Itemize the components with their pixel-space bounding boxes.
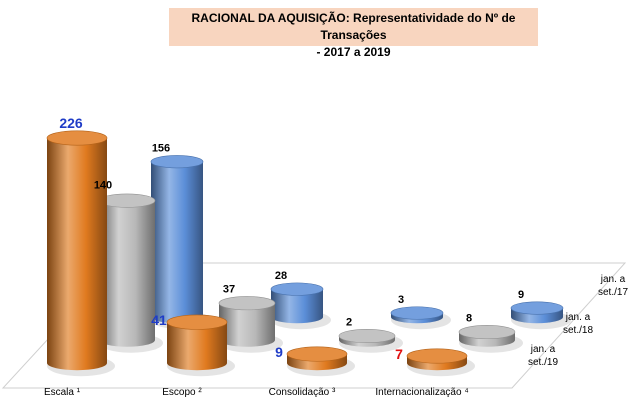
bar-top xyxy=(510,301,564,315)
bar-3-1 xyxy=(458,325,523,353)
data-label: 226 xyxy=(59,115,83,131)
category-label: Escopo ² xyxy=(162,387,202,398)
bar-0-2 xyxy=(150,155,211,330)
bar-3-2 xyxy=(510,301,571,330)
depth-label: set./18 xyxy=(563,325,593,336)
bar-top xyxy=(406,348,468,364)
bar-2-0 xyxy=(286,346,355,377)
bar-top xyxy=(166,314,228,330)
bar-0-1 xyxy=(98,193,163,353)
bar-body xyxy=(219,303,275,347)
data-label: 3 xyxy=(398,294,404,306)
bar-body xyxy=(167,322,228,371)
depth-label: set./19 xyxy=(528,357,558,368)
bar-3-0 xyxy=(406,348,475,377)
data-label: 9 xyxy=(275,344,283,360)
bar-1-0 xyxy=(166,314,235,377)
bar-top xyxy=(98,193,156,208)
bar-1-1 xyxy=(218,296,283,353)
bar-top xyxy=(150,155,204,169)
bar-top xyxy=(458,325,516,340)
depth-label: jan. a xyxy=(530,344,556,355)
depth-label: jan. a xyxy=(565,312,591,323)
bar-body xyxy=(47,138,107,371)
bar-body xyxy=(271,289,323,324)
bar-top xyxy=(286,346,348,362)
data-label: 8 xyxy=(466,312,472,324)
bar-top xyxy=(218,296,276,311)
category-label: Escala ¹ xyxy=(44,387,81,398)
data-label: 41 xyxy=(151,312,167,328)
data-label: 28 xyxy=(275,270,287,282)
data-label: 7 xyxy=(395,346,403,362)
data-label: 156 xyxy=(152,142,170,154)
bar-body xyxy=(99,200,155,347)
category-label: Internacionalização ⁴ xyxy=(375,387,468,398)
bar-top xyxy=(338,328,396,344)
bar-top xyxy=(46,130,108,146)
bar-2-1 xyxy=(338,328,403,353)
bar-top xyxy=(390,306,444,320)
depth-label: set./17 xyxy=(598,287,628,298)
bar-top xyxy=(270,282,324,296)
data-label: 9 xyxy=(518,289,524,301)
category-label: Consolidação ³ xyxy=(269,387,336,398)
bar-0-0 xyxy=(46,130,115,377)
bar-body xyxy=(151,161,203,324)
chart-title: RACIONAL DA AQUISIÇÃO: Representatividad… xyxy=(191,11,516,42)
data-label: 37 xyxy=(223,283,235,295)
depth-label: jan. a xyxy=(600,274,626,285)
chart-title-box: RACIONAL DA AQUISIÇÃO: Representatividad… xyxy=(169,8,538,59)
bar-2-2 xyxy=(390,306,451,330)
data-label: 2 xyxy=(346,316,352,328)
bar-1-2 xyxy=(270,282,331,330)
data-label: 140 xyxy=(94,180,112,192)
chart-bars xyxy=(46,130,571,377)
chart-subtitle: - 2017 a 2019 xyxy=(316,45,391,59)
